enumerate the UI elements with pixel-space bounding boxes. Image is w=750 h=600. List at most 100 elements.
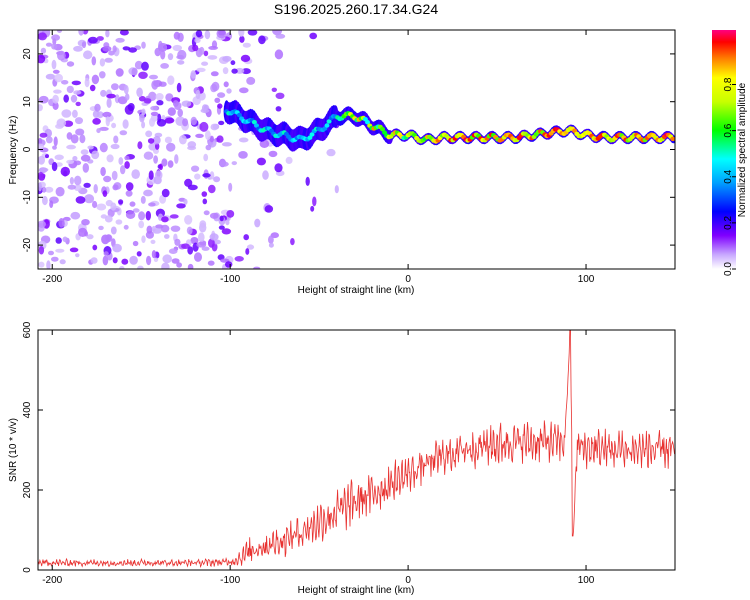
noise-speck [164, 136, 172, 144]
noise-speck [245, 248, 250, 255]
noise-speck [161, 216, 169, 223]
noise-speck [231, 68, 238, 74]
noise-speck [221, 228, 232, 235]
noise-speck [160, 224, 170, 233]
noise-speck [71, 80, 82, 86]
noise-speck [70, 134, 79, 144]
y-tick-label: 10 [22, 96, 33, 108]
noise-speck [115, 37, 125, 43]
noise-speck [66, 144, 76, 150]
noise-speck [186, 226, 193, 235]
noise-speck [199, 46, 205, 55]
noise-speck [207, 55, 218, 60]
noise-speck [54, 73, 63, 83]
noise-speck [177, 60, 185, 65]
noise-speck [145, 210, 151, 221]
noise-speck [52, 145, 57, 150]
noise-speck [131, 68, 138, 76]
noise-speck [203, 210, 210, 216]
x-tick-label: 0 [405, 274, 411, 285]
noise-speck [239, 87, 249, 94]
noise-speck [203, 153, 209, 162]
colorbar-tick-label: 0.6 [723, 123, 734, 137]
noise-speck [83, 182, 91, 188]
noise-speck [122, 119, 129, 129]
noise-speck [201, 191, 208, 197]
noise-speck [176, 82, 182, 93]
noise-speck [264, 205, 274, 213]
y-tick-label: 0 [22, 567, 33, 573]
noise-speck [141, 121, 146, 129]
noise-speck [58, 218, 65, 228]
noise-speck [164, 234, 170, 239]
noise-speck [143, 151, 154, 160]
ridge-core [380, 127, 385, 132]
noise-speck [226, 88, 232, 94]
ridge-core [326, 119, 332, 124]
noise-speck [141, 61, 149, 71]
noise-speck [80, 149, 89, 156]
colorbar-tick-label: 0.0 [723, 262, 734, 276]
noise-speck [268, 242, 274, 248]
noise-speck [148, 202, 156, 207]
noise-speck [141, 235, 146, 243]
noise-speck [91, 150, 100, 160]
noise-speck [137, 265, 144, 269]
y-tick-label: 400 [22, 401, 33, 418]
noise-speck [38, 137, 43, 145]
noise-speck [87, 145, 94, 150]
noise-speck [66, 61, 75, 67]
noise-speck [162, 254, 172, 264]
colorbar-gradient [712, 30, 736, 269]
x-tick-label: -200 [42, 575, 62, 586]
noise-speck [106, 93, 116, 99]
y-tick-label: 600 [22, 321, 33, 338]
noise-speck [148, 91, 157, 102]
noise-speck [221, 142, 232, 147]
snr-ticks: -200 -100 0 100 0 200 400 600 [22, 321, 675, 586]
noise-speck [326, 148, 336, 157]
noise-speck [209, 233, 219, 241]
noise-speck [92, 118, 101, 125]
noise-speck [155, 93, 164, 101]
noise-speck [102, 45, 112, 52]
ridge-core [309, 132, 315, 137]
noise-speck [66, 85, 74, 94]
noise-speck [84, 77, 90, 88]
noise-speck [165, 93, 174, 102]
noise-speck [132, 208, 140, 213]
noise-speck [187, 246, 194, 255]
noise-speck [208, 45, 219, 50]
y-tick-label: -20 [22, 237, 33, 252]
noise-speck [125, 210, 136, 219]
noise-speck [38, 32, 47, 41]
noise-speck [238, 30, 245, 37]
noise-speck [38, 54, 46, 64]
noise-speck [120, 165, 126, 175]
noise-speck [141, 108, 146, 116]
noise-speck [199, 121, 209, 132]
noise-speck [99, 142, 108, 153]
noise-speck [124, 155, 130, 161]
noise-speck [67, 184, 77, 190]
noise-speck [92, 244, 98, 251]
noise-speck [225, 261, 233, 268]
noise-speck [57, 30, 62, 33]
noise-speck [187, 141, 197, 149]
noise-speck [112, 184, 119, 191]
noise-speck [190, 237, 199, 245]
noise-speck [141, 41, 146, 49]
noise-speck [143, 98, 152, 104]
noise-speck [103, 175, 112, 183]
noise-speck [256, 157, 266, 166]
noise-speck [147, 138, 155, 144]
noise-speck [209, 135, 214, 143]
noise-speck [38, 220, 46, 228]
snr-ylabel: SNR (10 * v/v) [8, 418, 19, 482]
noise-speck [99, 71, 106, 79]
noise-speck [106, 98, 112, 108]
noise-speck [73, 160, 82, 166]
noise-speck [46, 260, 51, 269]
noise-speck [38, 182, 42, 192]
ridge-core [251, 120, 257, 125]
